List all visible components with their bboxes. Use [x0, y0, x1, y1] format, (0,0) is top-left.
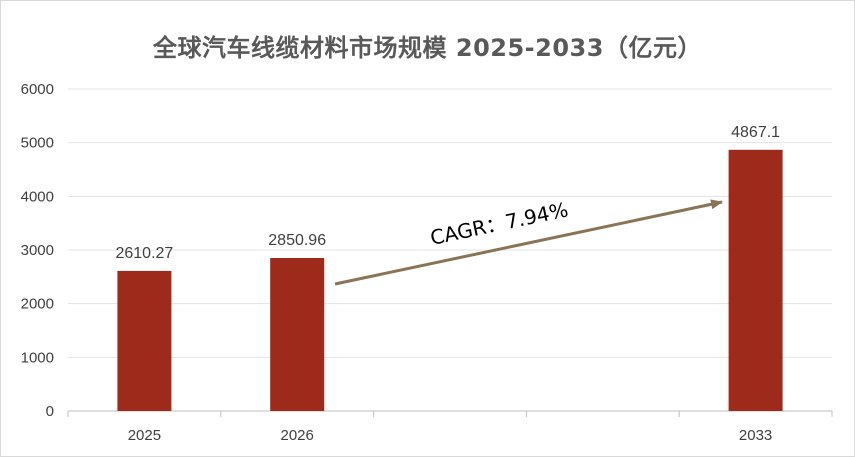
y-tick-label: 2000: [21, 296, 54, 313]
cagr-label: CAGR：7.94%: [428, 197, 570, 250]
data-label: 2610.27: [115, 245, 173, 262]
y-tick-label: 6000: [21, 81, 54, 98]
cagr-arrow: [334, 199, 723, 286]
bar: [117, 270, 172, 411]
y-tick-label: 3000: [21, 242, 54, 259]
data-label: 4867.1: [731, 124, 780, 141]
y-tick-label: 1000: [21, 349, 54, 366]
data-label: 2850.96: [268, 232, 326, 249]
bar: [728, 149, 783, 412]
x-tick-label: 2026: [281, 427, 314, 444]
y-tick-label: 4000: [21, 188, 54, 205]
bar: [270, 257, 325, 411]
x-tick-label: 2025: [128, 427, 161, 444]
y-tick-label: 5000: [21, 135, 54, 152]
chart-title: 全球汽车线缆材料市场规模 2025-2033（亿元）: [153, 34, 702, 62]
y-tick-label: 0: [46, 403, 54, 420]
x-tick-label: 2033: [739, 427, 772, 444]
